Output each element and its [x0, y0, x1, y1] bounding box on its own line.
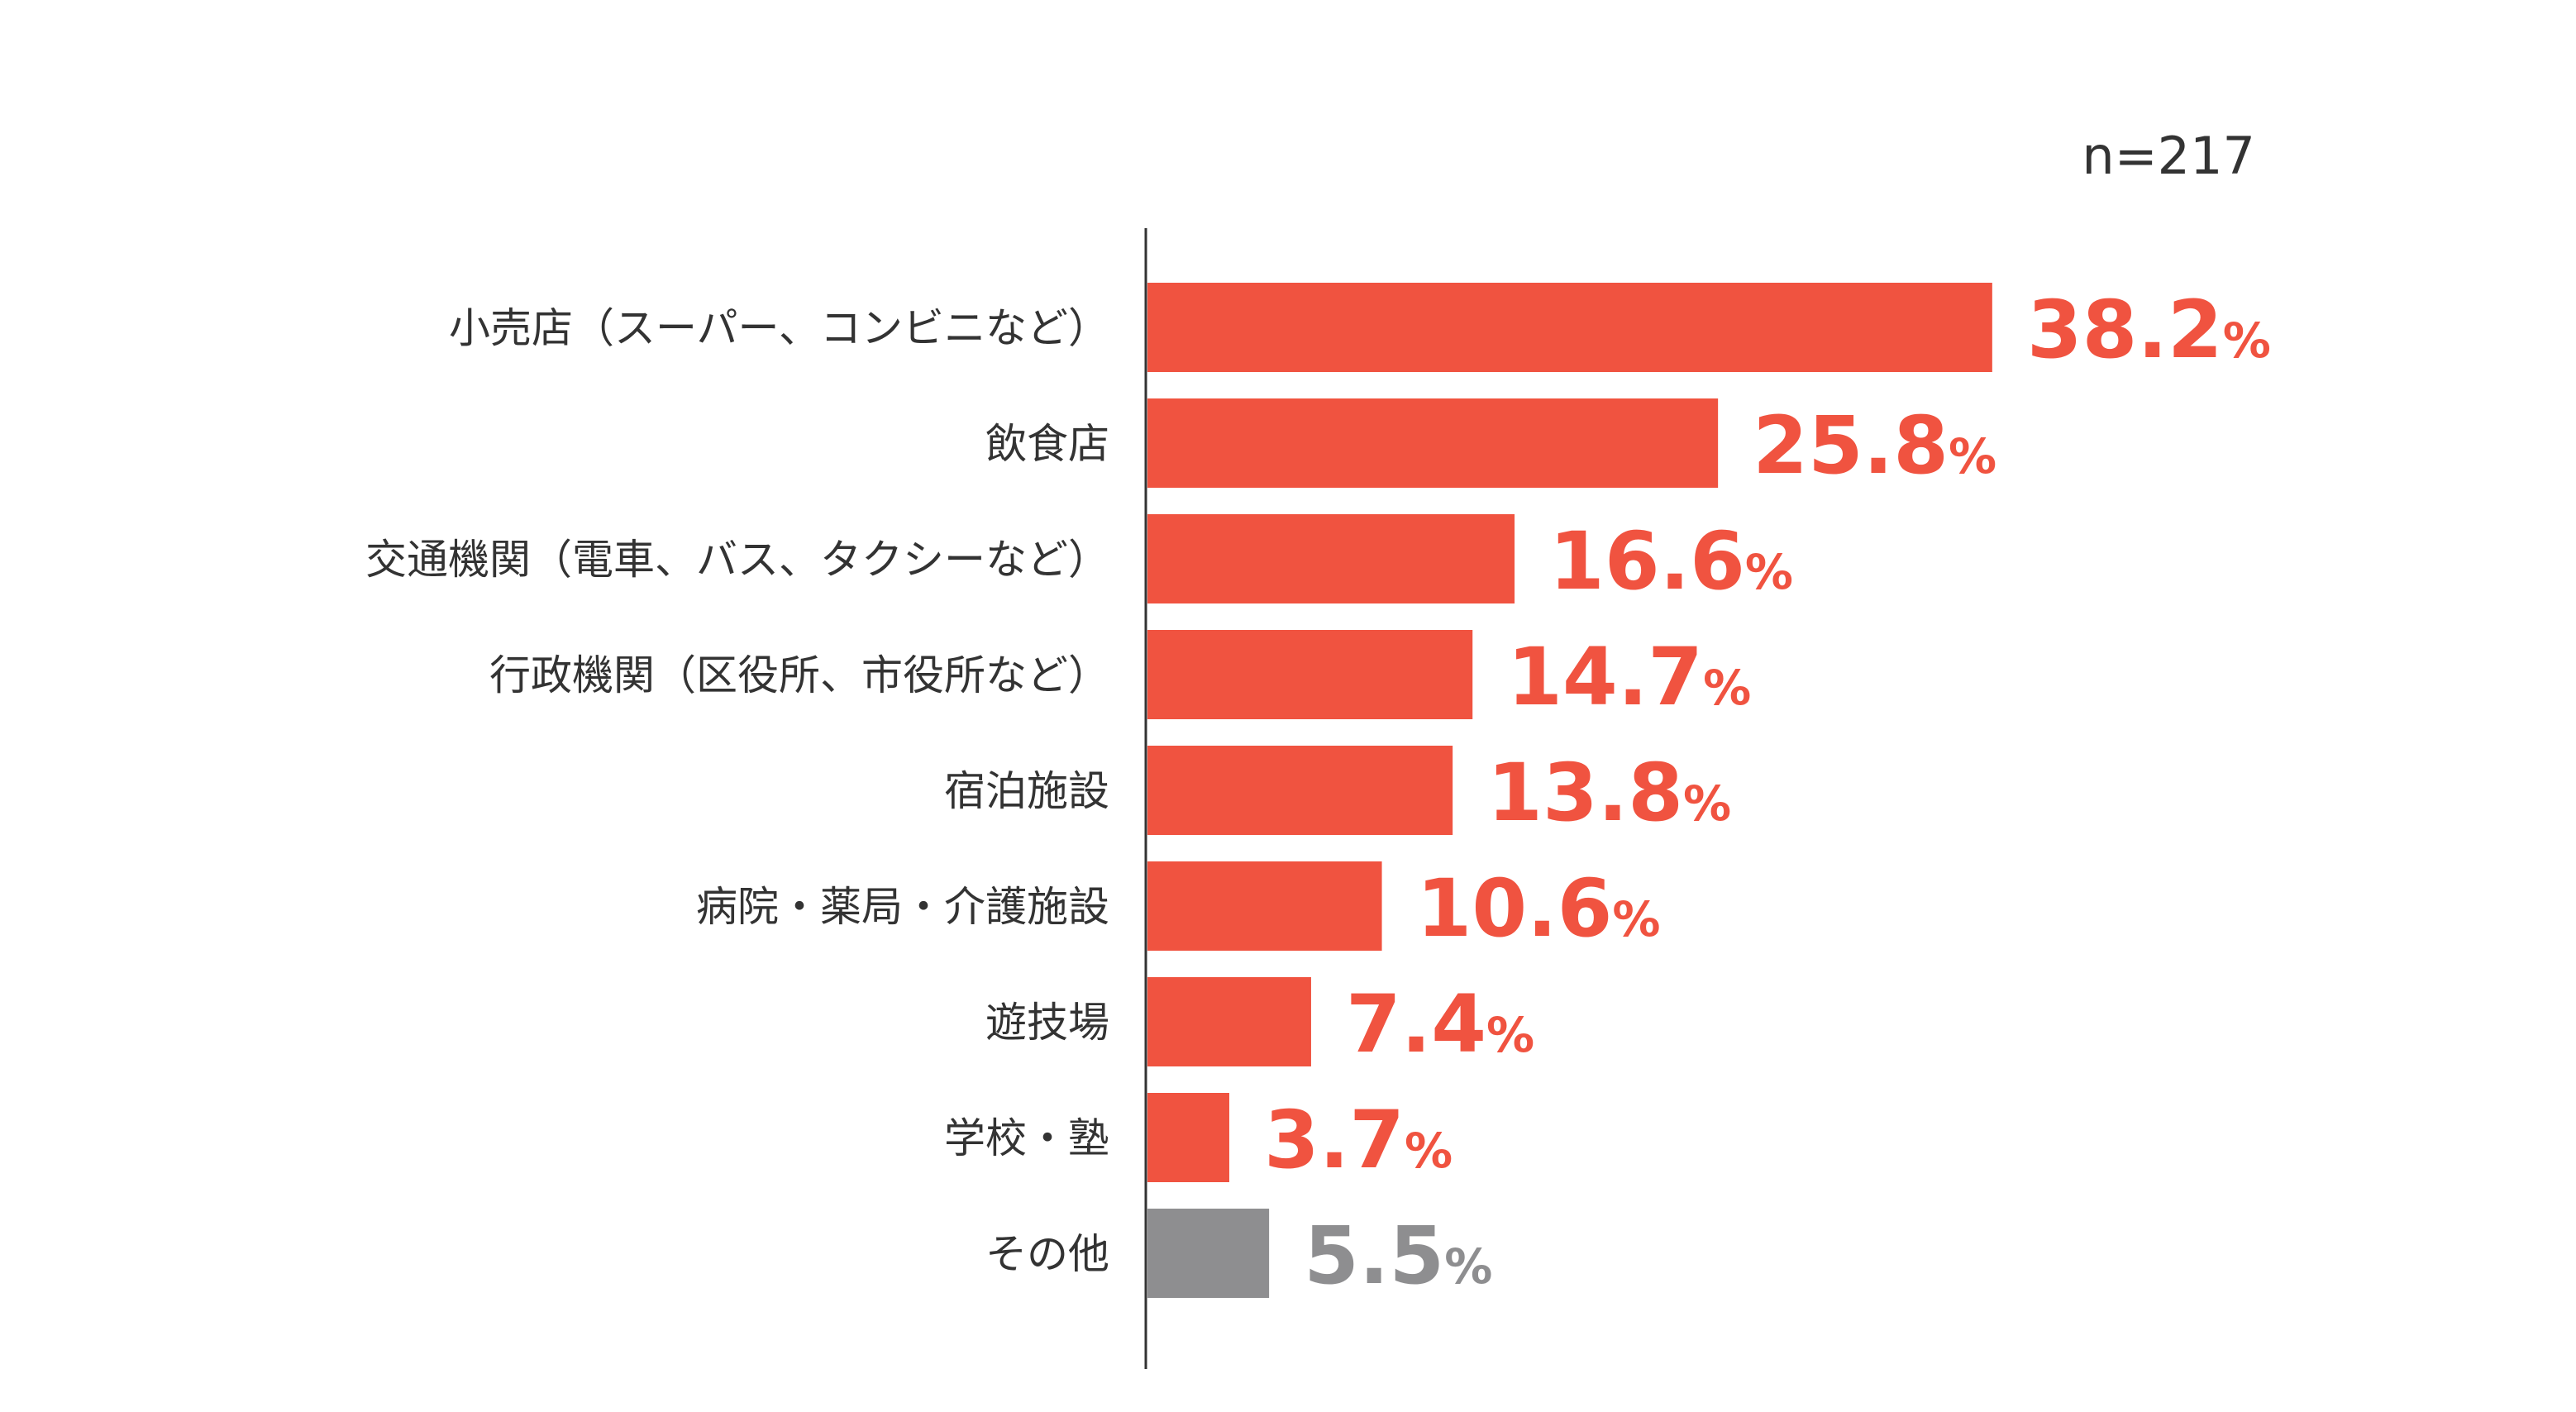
data-label-unit: %	[1612, 891, 1660, 947]
data-label-unit: %	[2223, 312, 2271, 369]
bar	[1147, 977, 1311, 1066]
bar	[1147, 398, 1719, 488]
data-label-value: 13.8	[1487, 747, 1683, 839]
bar	[1147, 630, 1473, 719]
data-label: 5.5%	[1304, 1209, 1492, 1302]
data-label: 14.7%	[1507, 631, 1751, 723]
sample-size-label: n=217	[2082, 126, 2255, 186]
category-label: 遊技場	[985, 999, 1109, 1047]
category-label: 病院・薬局・介護施設	[696, 883, 1109, 931]
category-label: 行政機関（区役所、市役所など）	[489, 651, 1109, 699]
data-label: 3.7%	[1264, 1094, 1453, 1186]
data-label-unit: %	[1683, 775, 1731, 832]
data-label-value: 7.4	[1346, 978, 1486, 1071]
bar	[1147, 861, 1382, 951]
data-label-unit: %	[1745, 544, 1793, 600]
bar	[1147, 514, 1515, 603]
data-label: 7.4%	[1346, 978, 1534, 1071]
data-label-value: 10.6	[1417, 862, 1613, 955]
category-label: 交通機関（電車、バス、タクシーなど）	[365, 536, 1109, 584]
data-label-value: 25.8	[1753, 399, 1949, 492]
data-label-value: 5.5	[1304, 1209, 1444, 1302]
data-label-value: 14.7	[1507, 631, 1703, 723]
data-label-value: 16.6	[1549, 515, 1745, 608]
data-label-value: 3.7	[1264, 1094, 1405, 1186]
data-label: 25.8%	[1753, 399, 1996, 492]
data-label-unit: %	[1703, 660, 1751, 716]
data-label-unit: %	[1405, 1123, 1453, 1179]
category-label: 学校・塾	[944, 1114, 1109, 1162]
category-label: 宿泊施設	[944, 767, 1109, 815]
data-label-value: 38.2	[2027, 284, 2223, 376]
data-label-unit: %	[1486, 1007, 1534, 1063]
data-label: 38.2%	[2027, 284, 2271, 376]
bar	[1147, 283, 1992, 372]
data-label-unit: %	[1444, 1238, 1492, 1295]
bar	[1147, 1093, 1229, 1182]
category-label: 飲食店	[985, 420, 1109, 468]
data-label: 10.6%	[1417, 862, 1661, 955]
category-label: その他	[985, 1230, 1109, 1278]
category-label: 小売店（スーパー、コンビニなど）	[449, 304, 1109, 352]
bar	[1147, 746, 1453, 835]
data-label: 16.6%	[1549, 515, 1793, 608]
data-label: 13.8%	[1487, 747, 1731, 839]
data-label-unit: %	[1949, 428, 1996, 484]
bar	[1147, 1209, 1270, 1298]
